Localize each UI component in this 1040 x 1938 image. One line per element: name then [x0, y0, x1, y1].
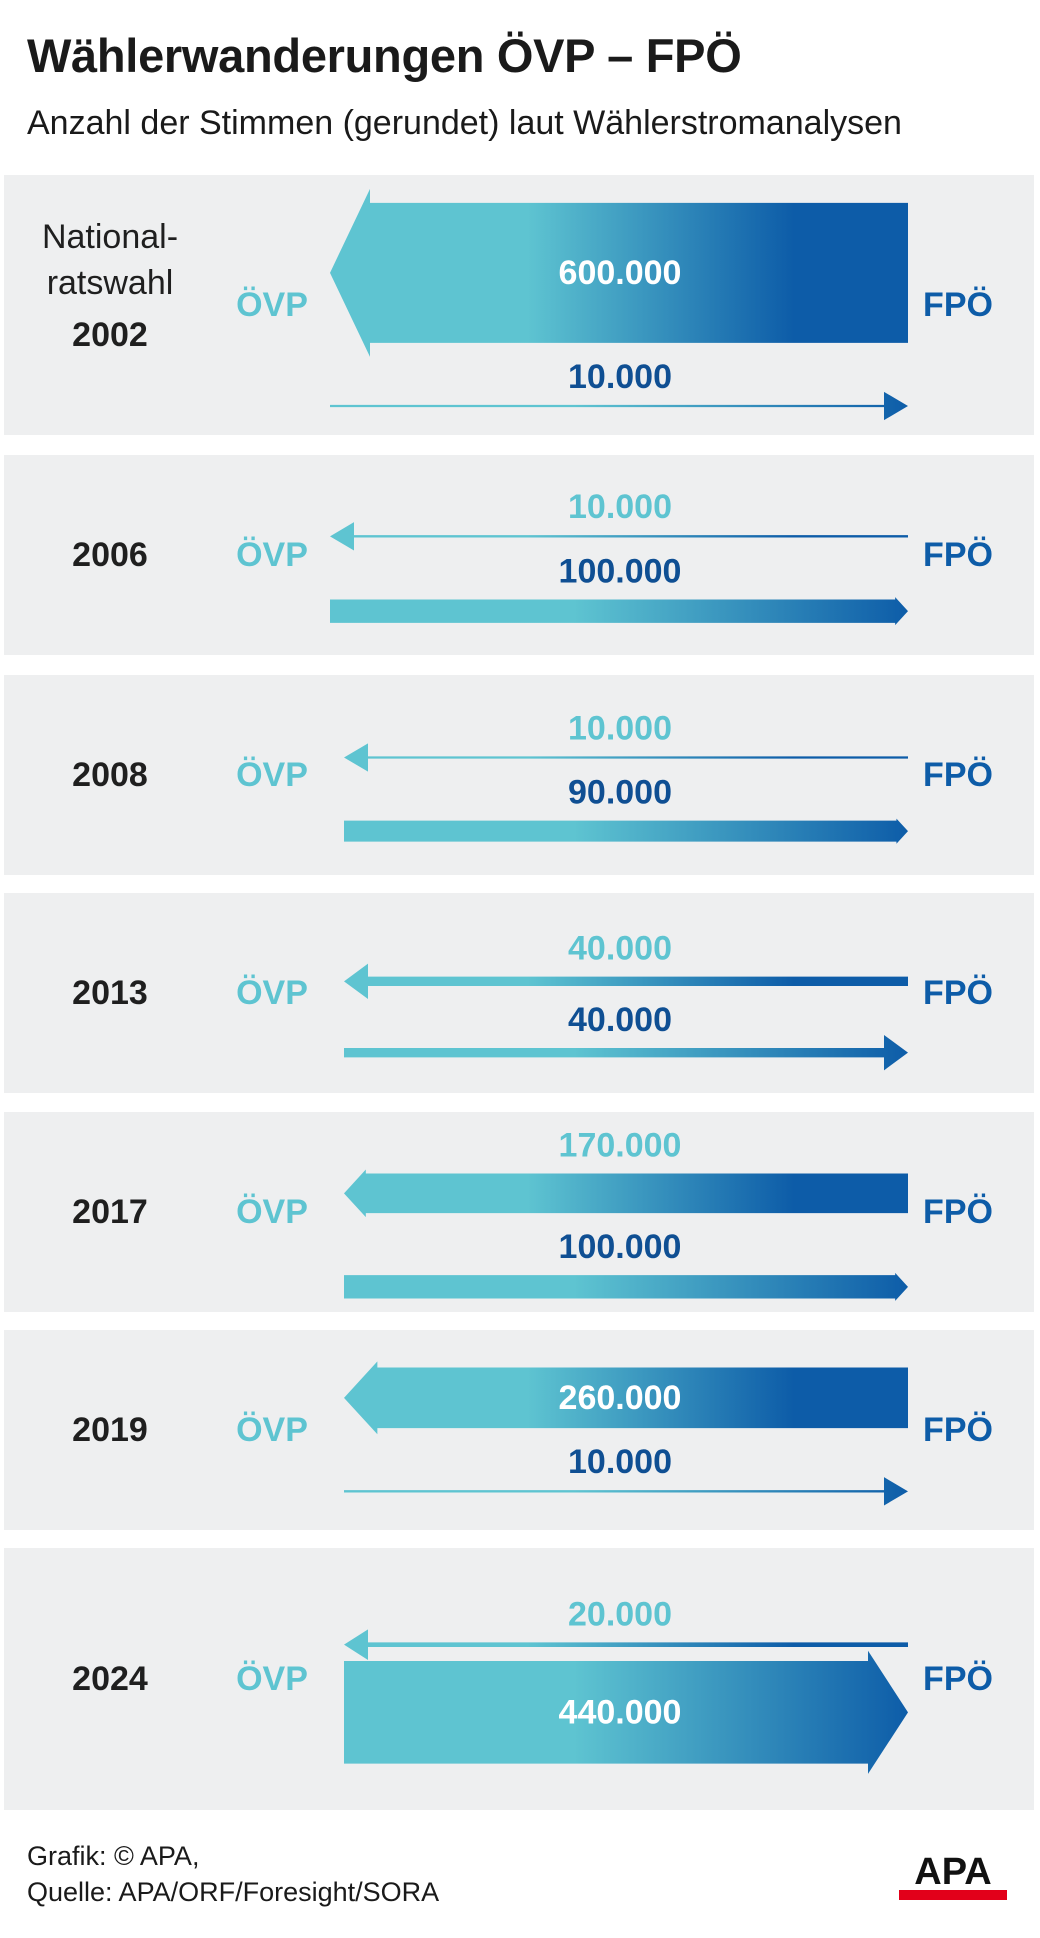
value-label-ovp-to-fpo: 10.000 [568, 1443, 672, 1481]
value-label-fpo-to-ovp: 10.000 [568, 709, 672, 747]
party-label-ovp: ÖVP [236, 1411, 308, 1449]
value-label-ovp-to-fpo: 100.000 [559, 553, 682, 591]
year-label: 2017 [72, 1193, 148, 1231]
flow-row-2008: 2008 ÖVP FPÖ 10.000 90.000 [4, 675, 1034, 875]
flow-arrow-fpo-to-ovp [330, 188, 908, 357]
flow-arrow-ovp-to-fpo [344, 1272, 908, 1301]
year-label: 2008 [72, 756, 148, 794]
value-label-ovp-to-fpo: 40.000 [568, 1001, 672, 1039]
flow-row-2006: 2006 ÖVP FPÖ 10.000 100.000 [4, 455, 1034, 655]
value-label-fpo-to-ovp: 600.000 [559, 254, 682, 292]
party-label-fpo: FPÖ [923, 1660, 993, 1698]
flow-row-2002: National-ratswahl 2002 ÖVP FPÖ 600.000 10.000 [4, 175, 1034, 435]
footer-credit: Grafik: © APA, [27, 1841, 200, 1871]
party-label-ovp: ÖVP [236, 286, 308, 324]
page-subtitle: Anzahl der Stimmen (gerundet) laut Wähle… [27, 104, 902, 142]
flow-arrow-fpo-to-ovp [344, 1169, 908, 1218]
year-label: 2002 [72, 316, 148, 354]
row-background [4, 1330, 1034, 1530]
value-label-fpo-to-ovp: 20.000 [568, 1595, 672, 1633]
flow-arrow-ovp-to-fpo [330, 391, 908, 421]
apa-logo: APA [899, 1851, 1007, 1900]
flow-arrow-ovp-to-fpo [344, 818, 908, 844]
flow-arrow-fpo-to-ovp [344, 1629, 908, 1660]
party-label-ovp: ÖVP [236, 756, 308, 794]
party-label-fpo: FPÖ [923, 286, 993, 324]
flow-arrow-ovp-to-fpo [344, 1650, 908, 1774]
flow-arrow-fpo-to-ovp [344, 963, 908, 999]
row-background [4, 893, 1034, 1093]
party-label-ovp: ÖVP [236, 974, 308, 1012]
flow-arrow-ovp-to-fpo [330, 597, 908, 626]
value-label-ovp-to-fpo: 100.000 [559, 1228, 682, 1266]
year-prefix-line-1: National- [42, 218, 178, 256]
logo-red-bar [899, 1890, 1007, 1900]
year-label: 2006 [72, 536, 148, 574]
flow-row-2024: 2024 ÖVP FPÖ 20.000 440.000 [4, 1548, 1034, 1810]
flow-arrow-fpo-to-ovp [344, 743, 908, 772]
flow-arrow-fpo-to-ovp [330, 522, 908, 551]
year-prefix-line-2: ratswahl [47, 264, 174, 302]
flow-row-2019: 2019 ÖVP FPÖ 260.000 10.000 [4, 1330, 1034, 1530]
year-label: 2019 [72, 1411, 148, 1449]
flow-arrow-ovp-to-fpo [344, 1035, 908, 1071]
value-label-ovp-to-fpo: 440.000 [559, 1693, 682, 1731]
party-label-fpo: FPÖ [923, 1193, 993, 1231]
party-label-fpo: FPÖ [923, 1411, 993, 1449]
value-label-fpo-to-ovp: 40.000 [568, 930, 672, 968]
value-label-fpo-to-ovp: 170.000 [559, 1127, 682, 1165]
footer: Grafik: © APA, Quelle: APA/ORF/Foresight… [27, 1838, 439, 1910]
year-label: 2013 [72, 974, 148, 1012]
value-label-ovp-to-fpo: 90.000 [568, 774, 672, 812]
logo-text: APA [914, 1851, 991, 1893]
party-label-ovp: ÖVP [236, 1193, 308, 1231]
flow-arrow-ovp-to-fpo [344, 1477, 908, 1506]
year-label: 2024 [72, 1660, 148, 1698]
value-label-fpo-to-ovp: 260.000 [559, 1379, 682, 1417]
party-label-fpo: FPÖ [923, 974, 993, 1012]
party-label-fpo: FPÖ [923, 756, 993, 794]
value-label-ovp-to-fpo: 10.000 [568, 358, 672, 396]
party-label-ovp: ÖVP [236, 536, 308, 574]
party-label-fpo: FPÖ [923, 536, 993, 574]
flow-row-2013: 2013 ÖVP FPÖ 40.000 40.000 [4, 893, 1034, 1093]
flow-row-2017: 2017 ÖVP FPÖ 170.000 100.000 [4, 1112, 1034, 1312]
footer-source: Quelle: APA/ORF/Foresight/SORA [27, 1877, 440, 1907]
value-label-fpo-to-ovp: 10.000 [568, 488, 672, 526]
row-background [4, 455, 1034, 655]
page-title: Wählerwanderungen ÖVP – FPÖ [27, 29, 742, 82]
flow-arrow-fpo-to-ovp [344, 1361, 908, 1435]
party-label-ovp: ÖVP [236, 1660, 308, 1698]
row-background [4, 675, 1034, 875]
